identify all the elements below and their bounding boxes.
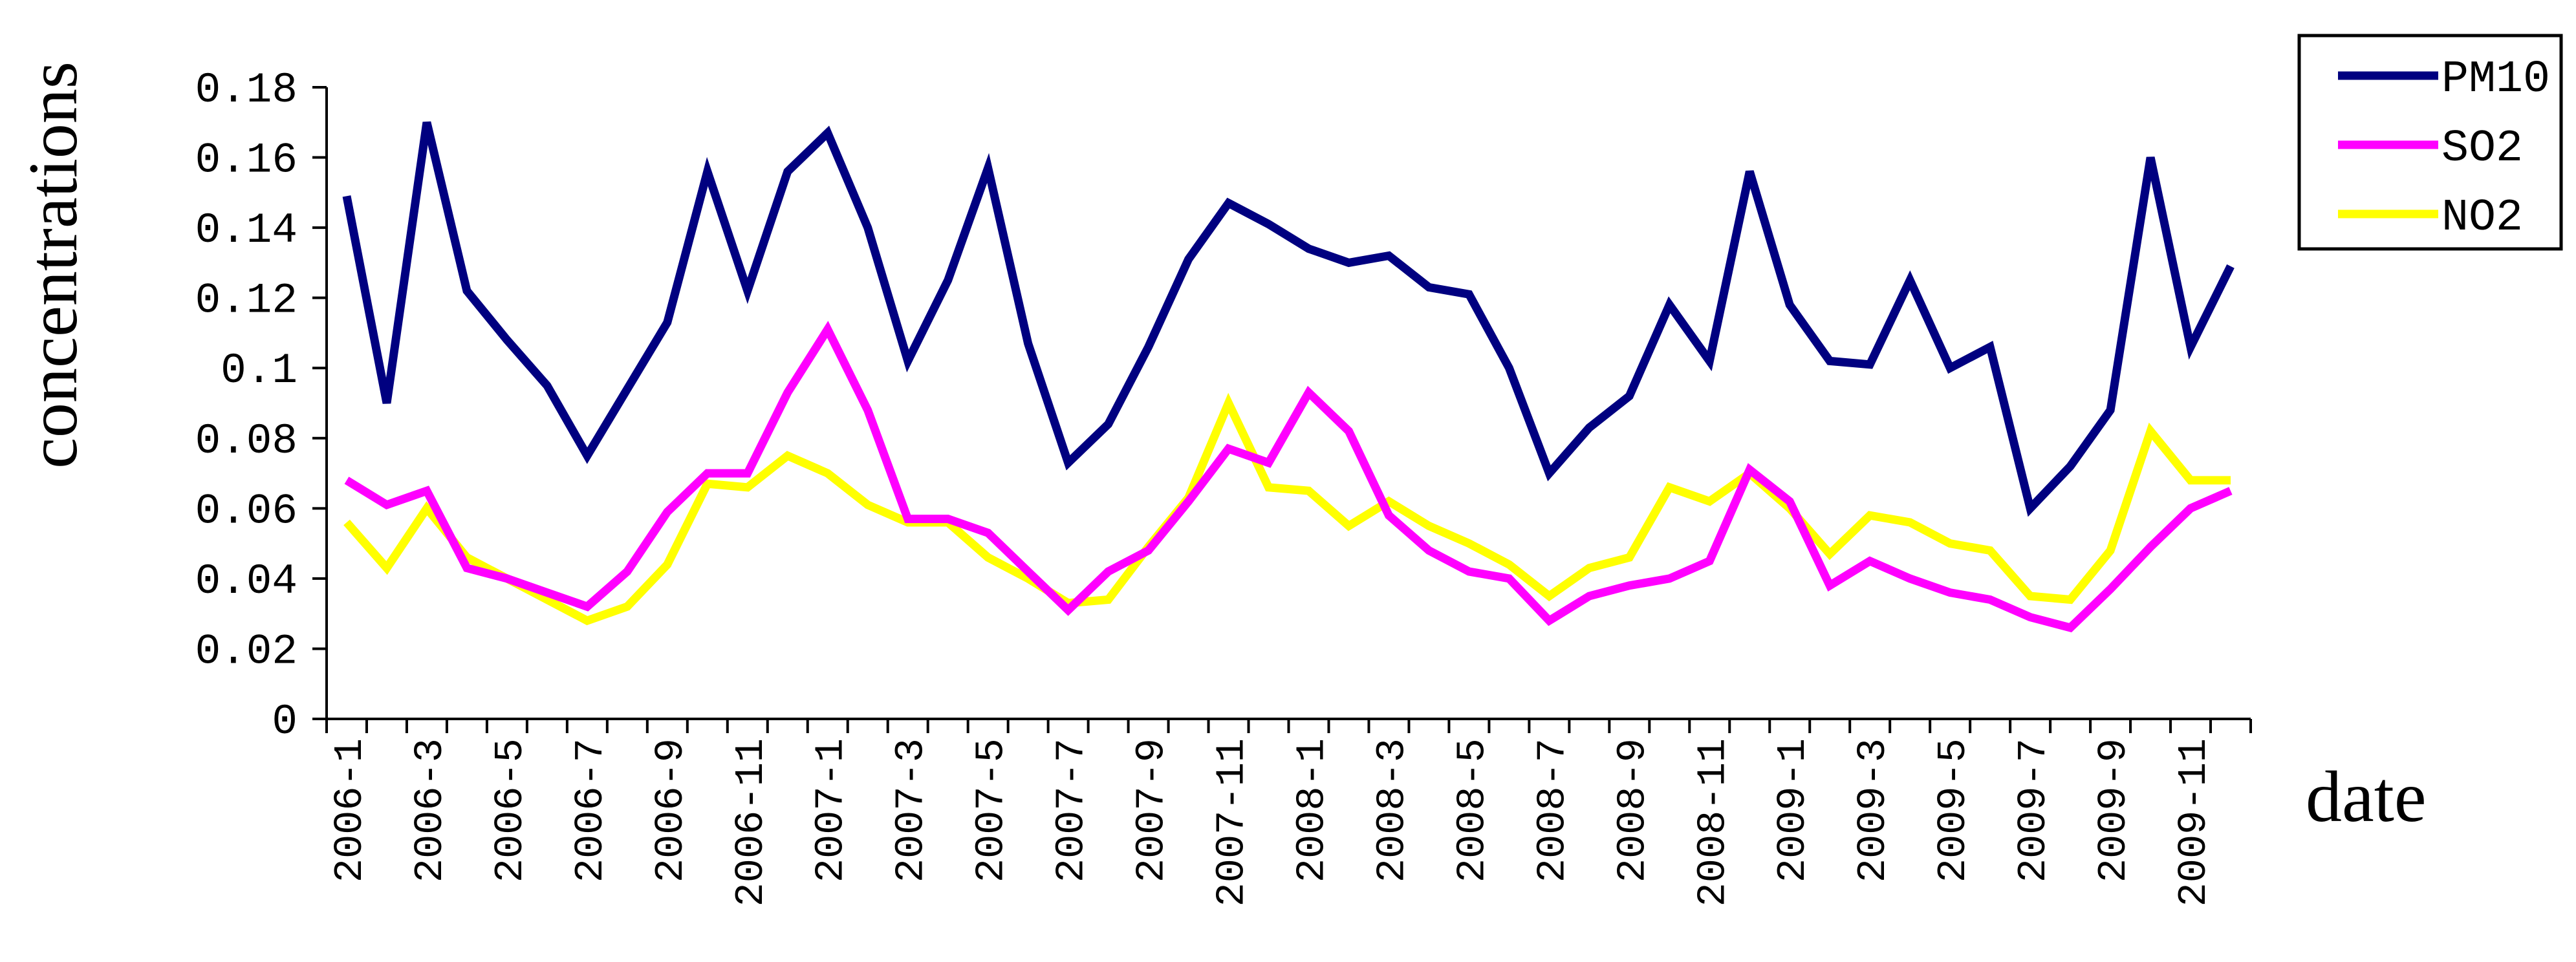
x-tick-label: 2007-3 bbox=[889, 738, 935, 882]
y-tick-label: 0.14 bbox=[195, 206, 298, 255]
x-tick-label: 2009-7 bbox=[2011, 738, 2057, 882]
x-tick-label: 2007-1 bbox=[808, 738, 854, 882]
y-tick-label: 0.18 bbox=[195, 66, 298, 114]
x-tick-label: 2008-5 bbox=[1449, 738, 1495, 882]
x-tick-label: 2008-3 bbox=[1369, 738, 1415, 882]
x-tick-label: 2009-9 bbox=[2091, 738, 2137, 882]
y-tick-label: 0.1 bbox=[221, 347, 298, 395]
x-tick-label: 2006-1 bbox=[327, 738, 373, 882]
y-tick-label: 0.08 bbox=[195, 417, 298, 465]
x-tick-labels: 2006-1 2006-3 2006-5 2006-7 2006-9 2006-11 200… bbox=[327, 738, 2217, 906]
x-tick-label: 2008-11 bbox=[1690, 738, 1736, 906]
x-tick-label: 2009-1 bbox=[1770, 738, 1816, 882]
legend-label-pm10: PM10 bbox=[2441, 54, 2550, 105]
series-line-no2 bbox=[343, 392, 2231, 626]
series-lines bbox=[342, 121, 2235, 633]
x-tick-label: 2007-7 bbox=[1049, 738, 1095, 882]
x-tick-label: 2006-5 bbox=[488, 738, 534, 882]
x-tick-label: 2006-7 bbox=[568, 738, 614, 882]
axes bbox=[312, 86, 2252, 733]
legend: PM10 SO2 NO2 bbox=[2297, 34, 2563, 251]
series-line-pm10 bbox=[342, 121, 2235, 517]
x-tick-label: 2006-11 bbox=[728, 738, 774, 906]
x-tick-label: 2009-3 bbox=[1850, 738, 1896, 882]
series-line-so2 bbox=[344, 321, 2233, 633]
y-tick-label: 0 bbox=[272, 698, 298, 746]
x-tick-label: 2009-11 bbox=[2171, 738, 2217, 906]
y-axis-title: concentrations bbox=[15, 61, 92, 469]
x-tick-label: 2008-1 bbox=[1289, 738, 1335, 882]
y-tick-label: 0.02 bbox=[195, 627, 298, 676]
x-tick-label: 2008-9 bbox=[1610, 738, 1656, 882]
y-tick-label: 0.16 bbox=[195, 136, 298, 185]
x-axis-title-group: date bbox=[2306, 757, 2427, 837]
x-tick-label: 2007-11 bbox=[1209, 738, 1255, 906]
x-tick-label: 2006-3 bbox=[407, 738, 453, 882]
y-axis-title-group: concentrations bbox=[15, 61, 92, 469]
x-tick-label: 2009-5 bbox=[1931, 738, 1976, 882]
y-tick-label: 0.04 bbox=[195, 557, 298, 606]
y-tick-label: 0.06 bbox=[195, 487, 298, 535]
x-tick-label: 2007-9 bbox=[1129, 738, 1175, 882]
legend-label-so2: SO2 bbox=[2441, 123, 2523, 175]
legend-label-no2: NO2 bbox=[2441, 193, 2523, 244]
y-tick-label: 0.12 bbox=[195, 277, 298, 325]
x-tick-label: 2007-5 bbox=[969, 738, 1015, 882]
x-tick-label: 2006-9 bbox=[648, 738, 694, 882]
x-axis-title: date bbox=[2306, 757, 2427, 837]
x-tick-label: 2008-7 bbox=[1530, 738, 1575, 882]
y-tick-labels: 0 0.02 0.04 0.06 0.08 0.1 0.12 0.14 0.16 0.18 bbox=[195, 66, 298, 746]
